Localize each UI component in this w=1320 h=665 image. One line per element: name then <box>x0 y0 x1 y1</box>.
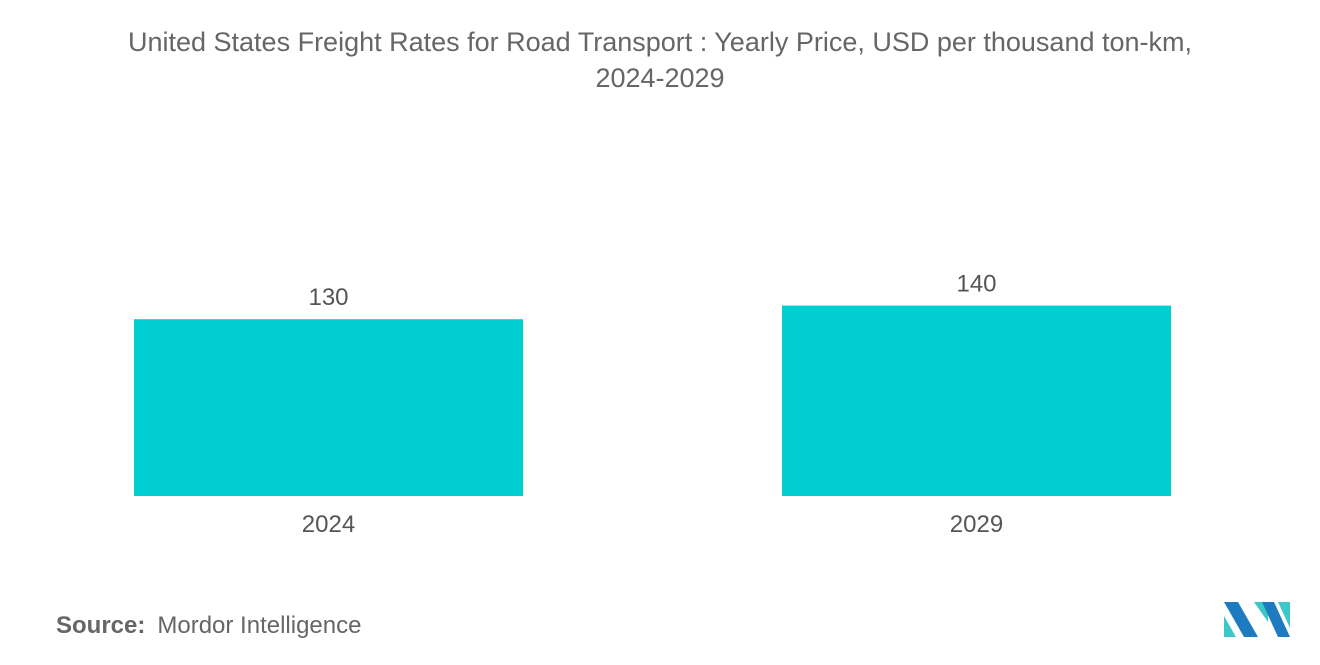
mordor-intelligence-logo <box>1224 602 1290 637</box>
bar-2029 <box>782 305 1171 496</box>
source-note: Source: Mordor Intelligence <box>56 612 361 640</box>
chart-title-line-1: United States Freight Rates for Road Tra… <box>127 27 1192 57</box>
source-label: Source: <box>56 612 146 639</box>
data-label-2029: 140 <box>956 271 996 298</box>
x-tick-label-2029: 2029 <box>950 511 1003 538</box>
chart-title-line-2: 2024-2029 <box>595 63 725 93</box>
source-value: Mordor Intelligence <box>157 612 362 639</box>
bar-chart: 130 2024 140 2029 <box>134 271 1171 538</box>
chart-title: United States Freight Rates for Road Tra… <box>0 24 1320 96</box>
x-tick-label-2024: 2024 <box>302 511 355 538</box>
data-label-2024: 130 <box>308 284 348 311</box>
bar-2024 <box>134 319 523 496</box>
